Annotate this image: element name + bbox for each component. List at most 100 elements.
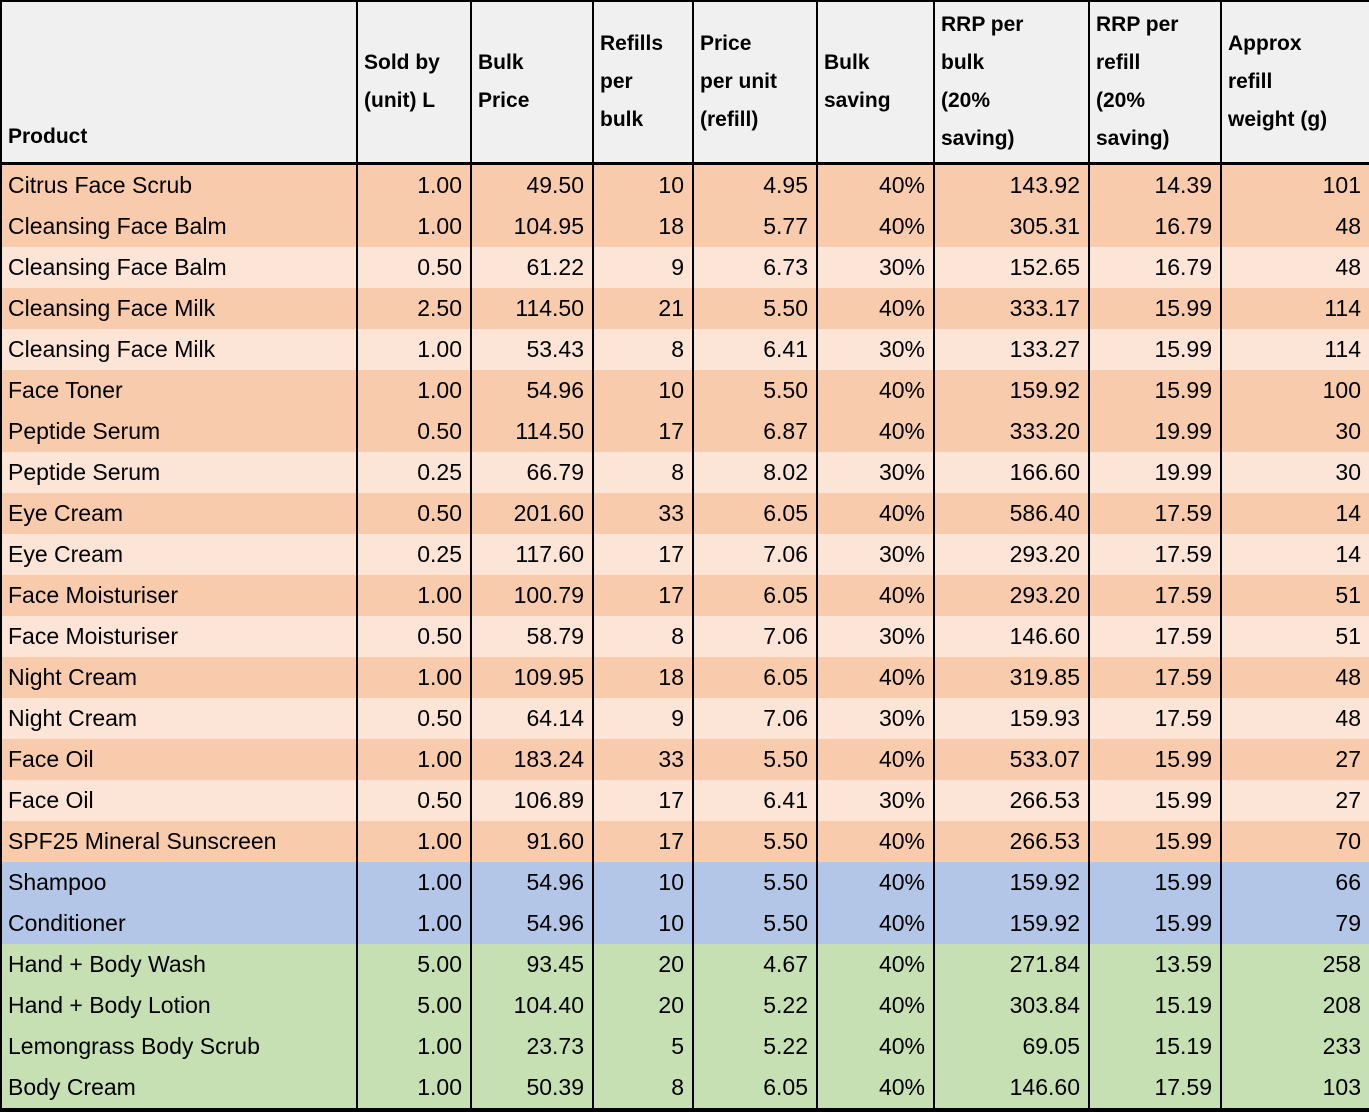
cell-rrp-per-refill[interactable]: 15.99 — [1088, 821, 1221, 862]
cell-rrp-per-bulk[interactable]: 319.85 — [933, 657, 1089, 698]
cell-rrp-per-refill[interactable]: 16.79 — [1088, 247, 1221, 288]
cell-approx-refill-weight[interactable]: 101 — [1220, 163, 1369, 206]
cell-bulk-saving[interactable]: 40% — [816, 493, 934, 534]
cell-rrp-per-refill[interactable]: 15.99 — [1088, 329, 1221, 370]
cell-price-per-unit-refill[interactable]: 5.22 — [692, 985, 817, 1026]
cell-sold-by-unit[interactable]: 1.00 — [356, 370, 471, 411]
cell-refills-per-bulk[interactable]: 17 — [592, 575, 693, 616]
cell-product[interactable]: SPF25 Mineral Sunscreen — [1, 821, 357, 862]
cell-sold-by-unit[interactable]: 0.50 — [356, 698, 471, 739]
cell-bulk-saving[interactable]: 40% — [816, 821, 934, 862]
cell-refills-per-bulk[interactable]: 9 — [592, 247, 693, 288]
cell-price-per-unit-refill[interactable]: 6.41 — [692, 329, 817, 370]
cell-bulk-saving[interactable]: 40% — [816, 862, 934, 903]
cell-approx-refill-weight[interactable]: 79 — [1220, 903, 1369, 944]
cell-product[interactable]: Citrus Face Scrub — [1, 163, 357, 206]
cell-price-per-unit-refill[interactable]: 5.50 — [692, 370, 817, 411]
column-header-sold-by-unit[interactable]: Sold by (unit) L — [356, 1, 471, 165]
cell-bulk-saving[interactable]: 40% — [816, 206, 934, 247]
cell-refills-per-bulk[interactable]: 8 — [592, 329, 693, 370]
cell-sold-by-unit[interactable]: 0.50 — [356, 493, 471, 534]
cell-approx-refill-weight[interactable]: 30 — [1220, 411, 1369, 452]
cell-refills-per-bulk[interactable]: 20 — [592, 985, 693, 1026]
cell-rrp-per-refill[interactable]: 15.99 — [1088, 288, 1221, 329]
cell-bulk-saving[interactable]: 30% — [816, 329, 934, 370]
cell-rrp-per-bulk[interactable]: 146.60 — [933, 616, 1089, 657]
cell-refills-per-bulk[interactable]: 18 — [592, 206, 693, 247]
cell-rrp-per-bulk[interactable]: 159.92 — [933, 370, 1089, 411]
cell-rrp-per-refill[interactable]: 17.59 — [1088, 616, 1221, 657]
cell-rrp-per-bulk[interactable]: 305.31 — [933, 206, 1089, 247]
cell-rrp-per-bulk[interactable]: 303.84 — [933, 985, 1089, 1026]
cell-price-per-unit-refill[interactable]: 5.77 — [692, 206, 817, 247]
cell-bulk-price[interactable]: 54.96 — [470, 903, 593, 944]
column-header-rrp-per-bulk[interactable]: RRP per bulk (20% saving) — [933, 1, 1089, 165]
cell-bulk-price[interactable]: 201.60 — [470, 493, 593, 534]
cell-bulk-saving[interactable]: 30% — [816, 534, 934, 575]
cell-product[interactable]: Night Cream — [1, 657, 357, 698]
cell-approx-refill-weight[interactable]: 48 — [1220, 247, 1369, 288]
cell-rrp-per-bulk[interactable]: 159.93 — [933, 698, 1089, 739]
cell-sold-by-unit[interactable]: 0.50 — [356, 411, 471, 452]
cell-price-per-unit-refill[interactable]: 7.06 — [692, 534, 817, 575]
cell-rrp-per-refill[interactable]: 15.99 — [1088, 739, 1221, 780]
cell-bulk-saving[interactable]: 30% — [816, 452, 934, 493]
cell-product[interactable]: Conditioner — [1, 903, 357, 944]
cell-bulk-saving[interactable]: 30% — [816, 247, 934, 288]
cell-bulk-price[interactable]: 53.43 — [470, 329, 593, 370]
cell-product[interactable]: Cleansing Face Balm — [1, 206, 357, 247]
cell-rrp-per-bulk[interactable]: 152.65 — [933, 247, 1089, 288]
cell-price-per-unit-refill[interactable]: 5.50 — [692, 821, 817, 862]
cell-rrp-per-bulk[interactable]: 146.60 — [933, 1067, 1089, 1110]
cell-bulk-saving[interactable]: 40% — [816, 370, 934, 411]
cell-sold-by-unit[interactable]: 1.00 — [356, 1067, 471, 1110]
cell-refills-per-bulk[interactable]: 21 — [592, 288, 693, 329]
cell-product[interactable]: Peptide Serum — [1, 452, 357, 493]
cell-sold-by-unit[interactable]: 5.00 — [356, 985, 471, 1026]
cell-price-per-unit-refill[interactable]: 6.87 — [692, 411, 817, 452]
cell-rrp-per-refill[interactable]: 15.99 — [1088, 862, 1221, 903]
cell-price-per-unit-refill[interactable]: 5.22 — [692, 1026, 817, 1067]
cell-sold-by-unit[interactable]: 0.50 — [356, 247, 471, 288]
cell-bulk-price[interactable]: 49.50 — [470, 163, 593, 206]
cell-refills-per-bulk[interactable]: 10 — [592, 862, 693, 903]
cell-bulk-price[interactable]: 54.96 — [470, 862, 593, 903]
cell-approx-refill-weight[interactable]: 114 — [1220, 288, 1369, 329]
cell-refills-per-bulk[interactable]: 17 — [592, 411, 693, 452]
cell-rrp-per-bulk[interactable]: 293.20 — [933, 534, 1089, 575]
cell-refills-per-bulk[interactable]: 17 — [592, 534, 693, 575]
cell-rrp-per-refill[interactable]: 17.59 — [1088, 657, 1221, 698]
cell-rrp-per-refill[interactable]: 14.39 — [1088, 163, 1221, 206]
cell-sold-by-unit[interactable]: 0.50 — [356, 780, 471, 821]
cell-rrp-per-bulk[interactable]: 159.92 — [933, 903, 1089, 944]
cell-product[interactable]: Shampoo — [1, 862, 357, 903]
cell-bulk-price[interactable]: 183.24 — [470, 739, 593, 780]
cell-bulk-saving[interactable]: 40% — [816, 288, 934, 329]
cell-sold-by-unit[interactable]: 1.00 — [356, 206, 471, 247]
cell-rrp-per-refill[interactable]: 19.99 — [1088, 452, 1221, 493]
cell-price-per-unit-refill[interactable]: 7.06 — [692, 616, 817, 657]
cell-rrp-per-bulk[interactable]: 69.05 — [933, 1026, 1089, 1067]
cell-bulk-price[interactable]: 23.73 — [470, 1026, 593, 1067]
cell-rrp-per-refill[interactable]: 15.99 — [1088, 370, 1221, 411]
cell-price-per-unit-refill[interactable]: 7.06 — [692, 698, 817, 739]
cell-price-per-unit-refill[interactable]: 5.50 — [692, 288, 817, 329]
cell-rrp-per-bulk[interactable]: 333.20 — [933, 411, 1089, 452]
cell-rrp-per-refill[interactable]: 15.99 — [1088, 903, 1221, 944]
cell-refills-per-bulk[interactable]: 5 — [592, 1026, 693, 1067]
cell-bulk-price[interactable]: 93.45 — [470, 944, 593, 985]
cell-rrp-per-refill[interactable]: 17.59 — [1088, 534, 1221, 575]
cell-approx-refill-weight[interactable]: 233 — [1220, 1026, 1369, 1067]
cell-bulk-saving[interactable]: 30% — [816, 616, 934, 657]
column-header-price-per-unit-refill[interactable]: Price per unit (refill) — [692, 1, 817, 165]
cell-bulk-price[interactable]: 114.50 — [470, 411, 593, 452]
cell-rrp-per-refill[interactable]: 19.99 — [1088, 411, 1221, 452]
cell-rrp-per-bulk[interactable]: 293.20 — [933, 575, 1089, 616]
cell-bulk-price[interactable]: 109.95 — [470, 657, 593, 698]
cell-sold-by-unit[interactable]: 0.25 — [356, 452, 471, 493]
cell-bulk-price[interactable]: 50.39 — [470, 1067, 593, 1110]
cell-approx-refill-weight[interactable]: 51 — [1220, 575, 1369, 616]
cell-product[interactable]: Eye Cream — [1, 493, 357, 534]
cell-product[interactable]: Peptide Serum — [1, 411, 357, 452]
cell-bulk-saving[interactable]: 40% — [816, 657, 934, 698]
